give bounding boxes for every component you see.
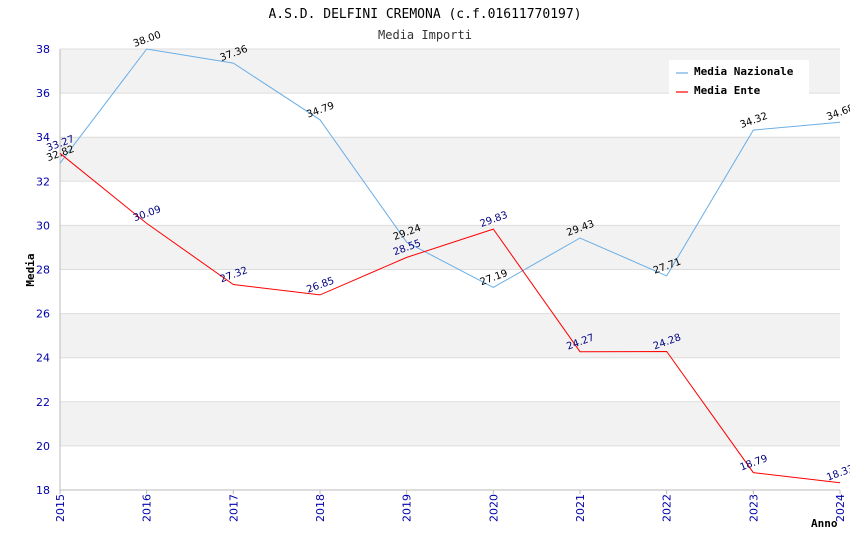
- x-axis-label: Anno: [811, 517, 838, 530]
- x-tick-label: 2020: [487, 494, 500, 522]
- y-tick-label: 34: [36, 131, 50, 144]
- grid-band: [60, 401, 840, 446]
- chart-title: A.S.D. DELFINI CREMONA (c.f.01611770197): [268, 7, 581, 22]
- y-tick-label: 22: [36, 396, 50, 409]
- legend-label-media-nazionale: Media Nazionale: [694, 65, 794, 78]
- y-tick-label: 26: [36, 308, 50, 321]
- series-line-media-ente: [59, 152, 841, 484]
- grid-band: [60, 137, 840, 182]
- y-tick-label: 30: [36, 219, 50, 232]
- y-tick-label: 28: [36, 264, 50, 277]
- grid-band: [60, 225, 840, 270]
- chart-subtitle: Media Importi: [378, 28, 472, 42]
- x-tick-label: 2016: [141, 494, 154, 522]
- series-line-media-nazionale: [59, 48, 841, 288]
- x-tick-label: 2024: [834, 494, 847, 522]
- legend-box: [669, 60, 809, 98]
- legend: Media Nazionale Media Ente: [669, 60, 809, 98]
- data-label: 34.79: [305, 100, 336, 120]
- x-tick-label: 2019: [401, 494, 414, 522]
- y-tick-label: 18: [36, 484, 50, 497]
- y-axis-label: Media: [24, 253, 37, 286]
- data-label: 18.79: [739, 453, 770, 473]
- y-tick-label: 32: [36, 175, 50, 188]
- data-label: 38.00: [132, 30, 163, 50]
- y-tick-label: 20: [36, 440, 50, 453]
- x-tick-labels: 2015 2016 2017 2018 2019 2020 2021 2022 2023 2024: [54, 490, 847, 522]
- x-tick-label: 2022: [661, 494, 674, 522]
- x-tick-label: 2015: [54, 494, 67, 522]
- grid-bands: [60, 49, 840, 446]
- data-label: 34.32: [739, 111, 770, 131]
- y-tick-labels: 18 20 22 24 26 28 30 32 34 36 38: [36, 43, 50, 497]
- y-tick-label: 24: [36, 352, 50, 365]
- x-tick-label: 2018: [314, 494, 327, 522]
- data-label: 30.09: [132, 204, 163, 224]
- legend-label-media-ente: Media Ente: [694, 84, 761, 97]
- series-lines: [59, 48, 841, 484]
- data-label: 34.68: [825, 103, 850, 123]
- x-tick-label: 2023: [747, 494, 760, 522]
- data-label: 26.85: [305, 276, 336, 296]
- y-tick-label: 36: [36, 87, 50, 100]
- data-label: 18.33: [825, 463, 850, 483]
- data-label: 27.19: [479, 268, 510, 288]
- x-tick-label: 2021: [574, 494, 587, 522]
- grid-band: [60, 313, 840, 358]
- y-tick-label: 38: [36, 43, 50, 56]
- x-tick-label: 2017: [227, 494, 240, 522]
